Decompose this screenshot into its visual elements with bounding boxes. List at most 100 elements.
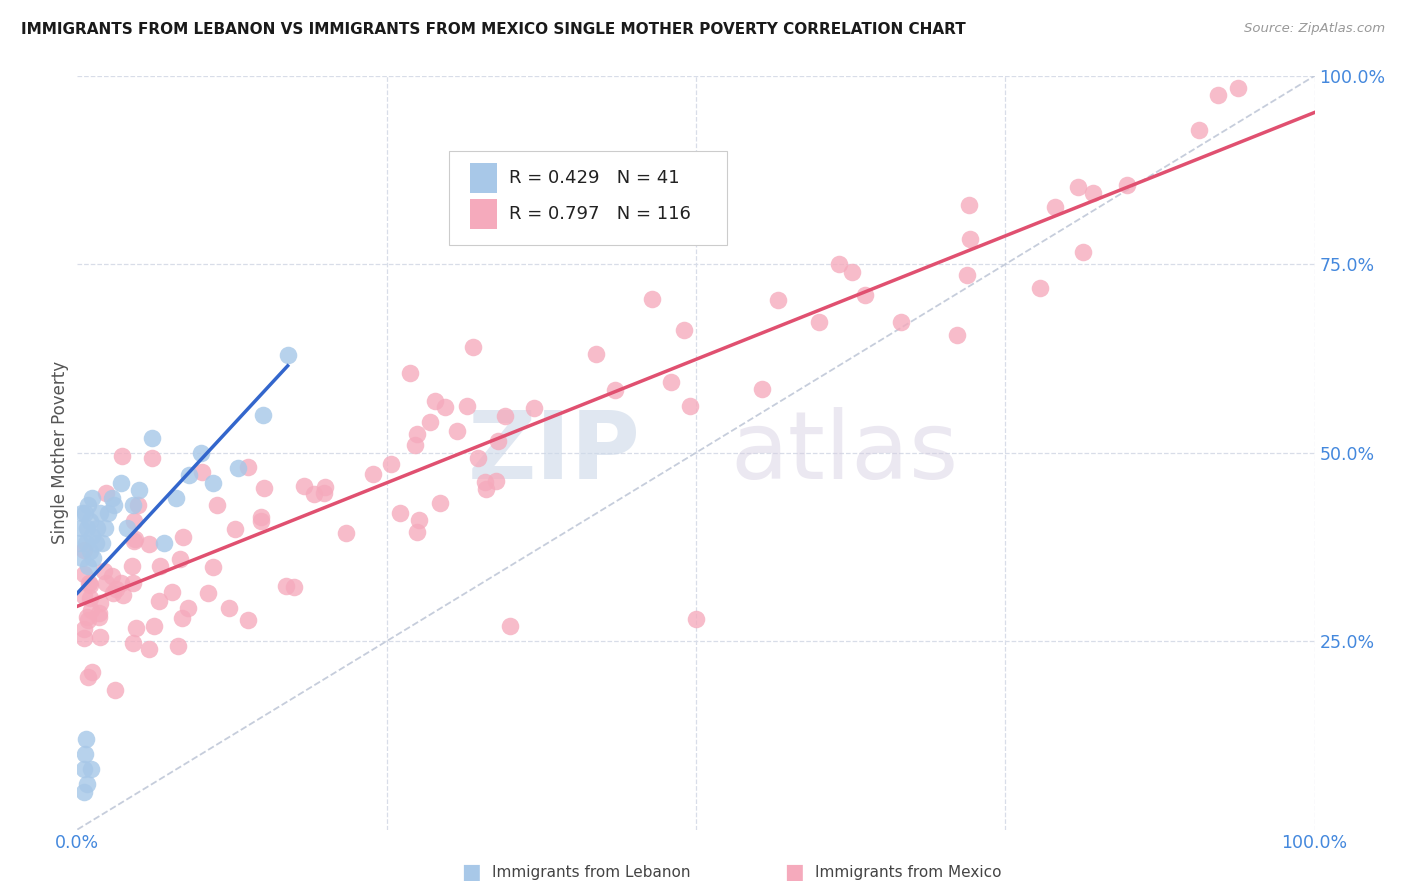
Point — [226, 460, 249, 475]
Point — [1226, 81, 1249, 95]
Point — [149, 558, 172, 573]
Point — [250, 509, 273, 524]
Point — [1081, 186, 1104, 201]
Point — [766, 293, 789, 308]
Point — [75, 732, 97, 747]
Point — [115, 521, 138, 535]
Point — [238, 614, 260, 628]
Point — [1115, 178, 1137, 192]
Point — [314, 480, 336, 494]
Point — [446, 424, 468, 438]
Point — [406, 524, 429, 539]
Point — [72, 622, 94, 636]
Point — [79, 543, 101, 558]
Point — [474, 482, 496, 496]
Point — [205, 498, 228, 512]
Point — [89, 506, 111, 520]
Point — [86, 521, 108, 535]
Point — [388, 507, 411, 521]
Point — [1206, 87, 1229, 102]
Point — [127, 499, 149, 513]
Point — [122, 514, 145, 528]
Point — [104, 682, 127, 697]
Point — [101, 491, 124, 505]
Text: IMMIGRANTS FROM LEBANON VS IMMIGRANTS FROM MEXICO SINGLE MOTHER POVERTY CORRELAT: IMMIGRANTS FROM LEBANON VS IMMIGRANTS FR… — [21, 22, 966, 37]
Point — [361, 467, 384, 482]
Point — [190, 445, 212, 460]
Point — [141, 431, 163, 445]
Point — [1043, 200, 1066, 214]
Text: R = 0.429   N = 41: R = 0.429 N = 41 — [509, 169, 679, 186]
Point — [75, 536, 97, 550]
Point — [121, 636, 143, 650]
Point — [73, 747, 96, 761]
Point — [494, 409, 516, 423]
Point — [72, 589, 94, 603]
Point — [89, 630, 111, 644]
Point — [166, 639, 188, 653]
Point — [162, 585, 184, 599]
Point — [110, 576, 132, 591]
Point — [678, 399, 700, 413]
Point — [641, 292, 664, 306]
Text: Source: ZipAtlas.com: Source: ZipAtlas.com — [1244, 22, 1385, 36]
Point — [72, 785, 94, 799]
Point — [673, 323, 696, 337]
Point — [312, 485, 335, 500]
Point — [585, 347, 607, 361]
Point — [142, 618, 165, 632]
Point — [946, 327, 969, 342]
Point — [97, 506, 120, 520]
Point — [76, 613, 98, 627]
Point — [380, 457, 402, 471]
Point — [408, 513, 430, 527]
Point — [169, 552, 191, 566]
Point — [224, 522, 246, 536]
Point — [190, 466, 212, 480]
Y-axis label: Single Mother Poverty: Single Mother Poverty — [51, 361, 69, 544]
Point — [111, 449, 134, 463]
Point — [841, 264, 863, 278]
Point — [423, 393, 446, 408]
Point — [399, 366, 422, 380]
Point — [474, 475, 496, 489]
Point — [1067, 179, 1090, 194]
Point — [274, 579, 297, 593]
Point — [252, 482, 274, 496]
Point — [959, 231, 981, 245]
Point — [72, 506, 94, 520]
Point — [105, 582, 128, 597]
Point — [148, 594, 170, 608]
Point — [87, 610, 110, 624]
Point — [69, 536, 91, 550]
Point — [486, 434, 509, 448]
Point — [103, 586, 125, 600]
Point — [80, 762, 103, 776]
Point — [404, 437, 426, 451]
Point — [1071, 244, 1094, 259]
Point — [252, 408, 274, 422]
Point — [77, 576, 100, 591]
Point — [96, 575, 118, 590]
Point — [112, 588, 135, 602]
Point — [110, 475, 132, 490]
Text: Immigrants from Lebanon: Immigrants from Lebanon — [492, 865, 690, 880]
Point — [70, 521, 93, 535]
Point — [122, 534, 145, 549]
Point — [72, 566, 94, 581]
Point — [523, 401, 546, 415]
Point — [456, 399, 478, 413]
Point — [685, 611, 707, 625]
Point — [304, 487, 326, 501]
Point — [218, 601, 240, 615]
Point — [890, 315, 912, 329]
Point — [406, 427, 429, 442]
Point — [177, 468, 200, 483]
Point — [76, 777, 98, 791]
Point — [125, 621, 148, 635]
Point — [82, 551, 104, 566]
Point — [419, 416, 441, 430]
Point — [128, 483, 150, 498]
FancyBboxPatch shape — [470, 199, 496, 229]
Point — [103, 499, 125, 513]
